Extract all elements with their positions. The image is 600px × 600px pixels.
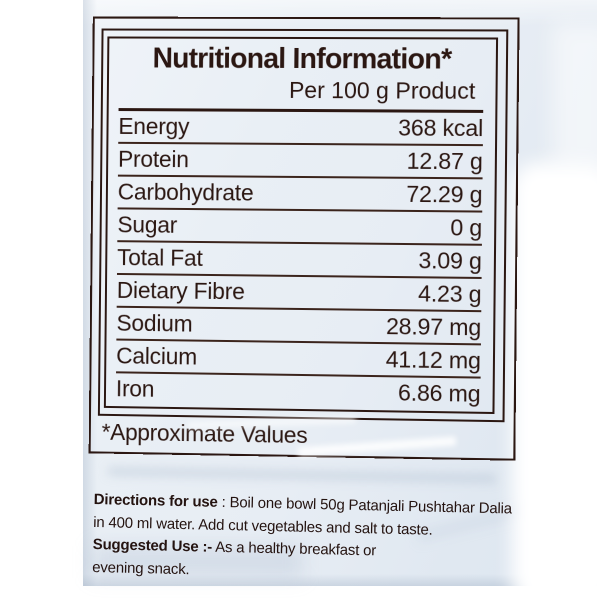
nutrient-row: Dietary Fibre 4.23 g bbox=[116, 275, 482, 313]
approximate-values-note: *Approximate Values bbox=[101, 418, 308, 449]
nutrient-row: Total Fat 3.09 g bbox=[116, 242, 482, 280]
directions-block: Directions for use : Boil one bowl 50g P… bbox=[92, 489, 530, 589]
nutrient-name: Energy bbox=[118, 113, 190, 140]
nutrient-name: Protein bbox=[117, 146, 189, 173]
nutrient-value: 72.29 g bbox=[406, 181, 483, 208]
nutrient-row: Calcium 41.12 mg bbox=[116, 340, 481, 379]
nutrient-name: Sugar bbox=[117, 211, 178, 239]
nutrient-name: Sodium bbox=[116, 309, 193, 337]
nutrient-name: Carbohydrate bbox=[117, 178, 254, 206]
nutrient-value: 0 g bbox=[450, 214, 483, 242]
nutrient-value: 368 kcal bbox=[398, 114, 484, 142]
nutrition-panel: Nutritional Information* Per 100 g Produ… bbox=[88, 16, 520, 461]
nutrient-row: Protein 12.87 g bbox=[117, 144, 483, 180]
serving-basis: Per 100 g Product bbox=[288, 77, 476, 105]
nutrient-value: 28.97 mg bbox=[385, 313, 482, 341]
nutrient-row: Sodium 28.97 mg bbox=[116, 307, 482, 346]
nutrient-value: 6.86 mg bbox=[397, 379, 481, 407]
package-background bbox=[83, 0, 597, 586]
nutrient-value: 3.09 g bbox=[418, 247, 482, 275]
nutrient-row: Carbohydrate 72.29 g bbox=[117, 176, 483, 213]
directions-label: Directions for use bbox=[93, 490, 218, 511]
nutrient-value: 12.87 g bbox=[406, 148, 483, 175]
nutrient-name: Total Fat bbox=[117, 244, 203, 272]
nutrient-row: Sugar 0 g bbox=[117, 209, 483, 247]
nutrient-row: Iron 6.86 mg bbox=[116, 373, 481, 409]
nutrient-table: Energy 368 kcal Protein 12.87 g Carbohydrate… bbox=[116, 111, 484, 410]
panel-inner-box: Nutritional Information* Per 100 g Produ… bbox=[103, 36, 499, 415]
nutrient-value: 4.23 g bbox=[417, 280, 482, 308]
panel-title: Nutritional Information* bbox=[152, 42, 452, 76]
suggested-use-label: Suggested Use :- bbox=[92, 535, 213, 556]
nutrient-name: Iron bbox=[115, 375, 155, 402]
nutrient-name: Dietary Fibre bbox=[116, 277, 245, 305]
nutrient-row: Energy 368 kcal bbox=[118, 111, 484, 147]
nutrient-name: Calcium bbox=[116, 342, 198, 370]
nutrient-value: 41.12 mg bbox=[385, 346, 481, 374]
